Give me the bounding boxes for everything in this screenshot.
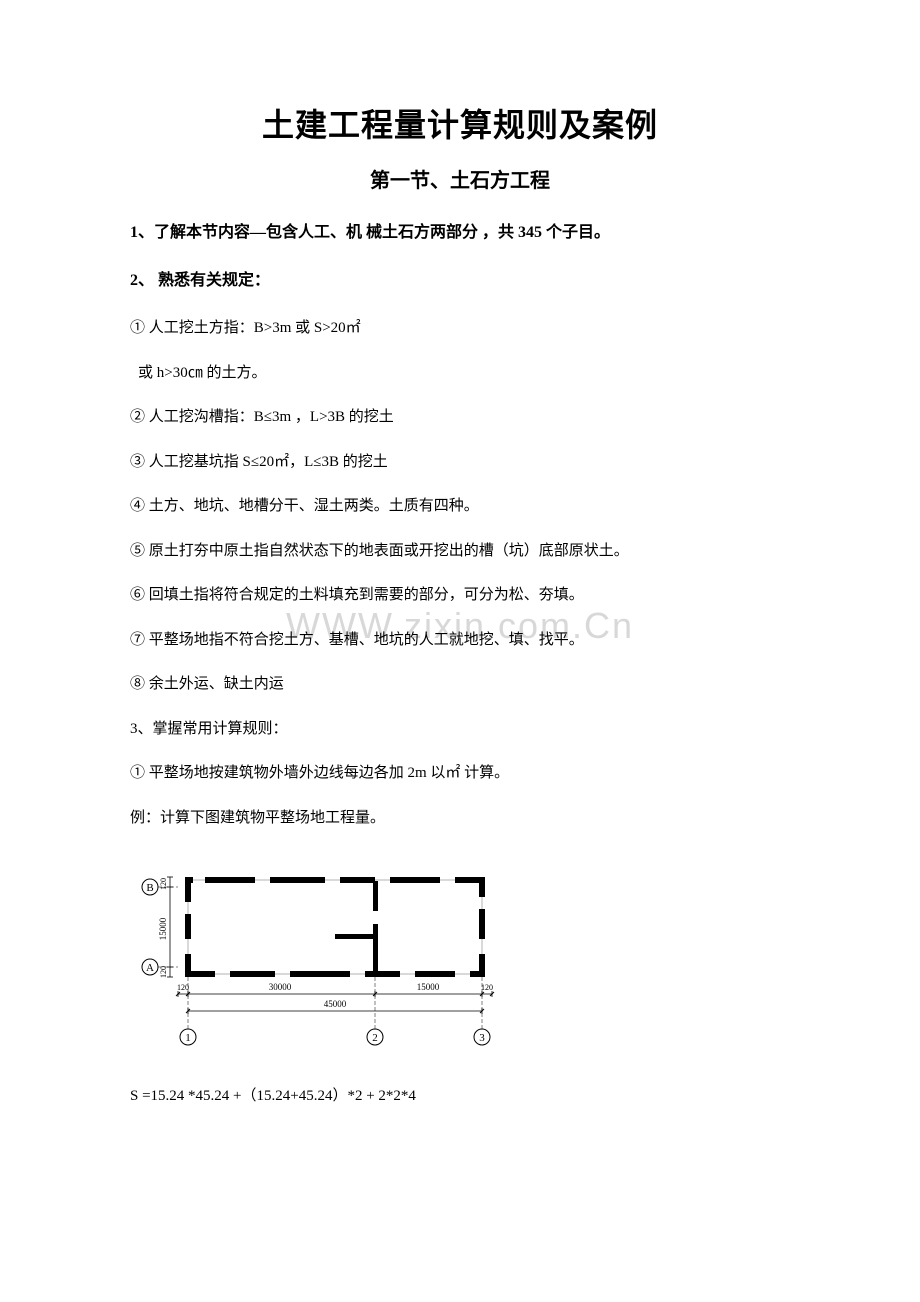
document-content: 土建工程量计算规则及案例 第一节、土石方工程 1、了解本节内容—包含人工、机 械… — [130, 100, 790, 1105]
axis-label-b: B — [146, 882, 153, 894]
section-heading-1: 1、了解本节内容—包含人工、机 械土石方两部分 ，共 345 个子目。 — [130, 221, 790, 245]
dim-45000: 45000 — [324, 999, 347, 1009]
main-title: 土建工程量计算规则及案例 — [130, 100, 790, 146]
formula-text: S =15.24 *45.24 +（15.24+45.24）*2 + 2*2*4 — [130, 1084, 790, 1105]
list-item-2: ② 人工挖沟槽指：B≤3m ，L>3B 的挖土 — [130, 406, 790, 429]
sub-title: 第一节、土石方工程 — [130, 164, 790, 193]
dim-120-right: 120 — [481, 983, 493, 992]
list-item-9: 3、掌握常用计算规则： — [130, 718, 790, 741]
dim-15000-h: 15000 — [417, 982, 440, 992]
list-item-8: ⑧ 余土外运、缺土内运 — [130, 673, 790, 696]
dim-15000-v: 15000 — [158, 917, 168, 940]
dim-120-top: 120 — [159, 878, 168, 890]
list-item-10: ① 平整场地按建筑物外墙外边线每边各加 2m 以㎡ 计算。 — [130, 762, 790, 785]
section-heading-2: 2、 熟悉有关规定： — [130, 269, 790, 293]
axis-label-1: 1 — [185, 1032, 191, 1044]
list-item-7: ⑦ 平整场地指不符合挖土方、基槽、地坑的人工就地挖、填、找平。 — [130, 629, 790, 652]
dim-120-left: 120 — [177, 983, 189, 992]
list-item-1: ① 人工挖土方指：B>3m 或 S>20㎡ — [130, 317, 790, 340]
axis-label-2: 2 — [372, 1032, 378, 1044]
list-item-6: ⑥ 回填土指将符合规定的土料填充到需要的部分，可分为松、夯填。 — [130, 584, 790, 607]
floor-plan-diagram: B A 120 15000 120 — [130, 859, 790, 1054]
axis-label-3: 3 — [479, 1032, 485, 1044]
dim-120-mid: 120 — [159, 966, 168, 978]
list-item-4: ④ 土方、地坑、地槽分干、湿土两类。土质有四种。 — [130, 495, 790, 518]
list-item-11: 例：计算下图建筑物平整场地工程量。 — [130, 807, 790, 830]
list-item-1b: 或 h>30㎝ 的土方。 — [130, 362, 790, 385]
list-item-3: ③ 人工挖基坑指 S≤20㎡，L≤3B 的挖土 — [130, 451, 790, 474]
list-item-5: ⑤ 原土打夯中原土指自然状态下的地表面或开挖出的槽（坑）底部原状土。 — [130, 540, 790, 563]
axis-label-a: A — [146, 962, 154, 974]
dim-30000: 30000 — [269, 982, 292, 992]
